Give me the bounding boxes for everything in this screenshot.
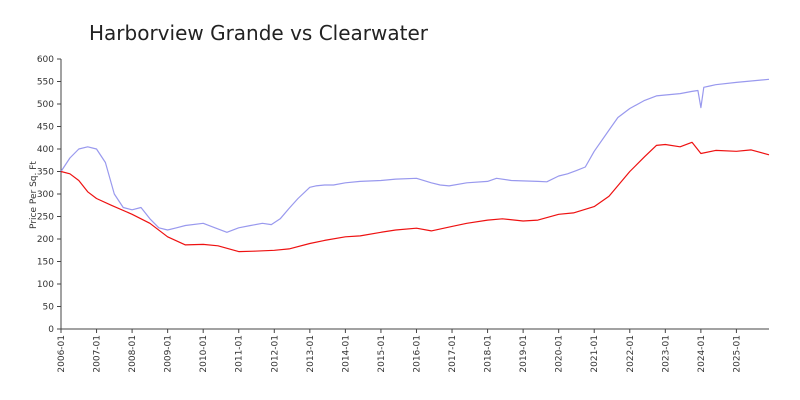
y-axis: 0 50 100 150 200 250 300 350 400 450 500 550 600 bbox=[37, 55, 62, 335]
y-tick-label: 500 bbox=[37, 100, 54, 110]
series-line-red bbox=[60, 141, 770, 253]
x-tick-label: 2024-01 bbox=[697, 335, 707, 373]
x-tick-label: 2013-01 bbox=[306, 335, 316, 373]
y-axis-label: Price Per Sq. Ft bbox=[29, 161, 39, 229]
y-tick-label: 250 bbox=[37, 213, 54, 223]
x-tick-label: 2007-01 bbox=[93, 335, 103, 373]
y-tick-label: 400 bbox=[37, 145, 54, 155]
x-tick-label: 2022-01 bbox=[626, 335, 636, 373]
x-tick-label: 2017-01 bbox=[448, 335, 458, 373]
y-tick-label: 550 bbox=[37, 78, 54, 88]
x-tick-label: 2021-01 bbox=[590, 335, 600, 373]
y-tick-label: 50 bbox=[43, 303, 55, 313]
series-line-blue bbox=[60, 78, 770, 233]
y-tick-label: 600 bbox=[37, 55, 54, 65]
x-tick-label: 2008-01 bbox=[128, 335, 138, 373]
x-tick-label: 2010-01 bbox=[199, 335, 209, 373]
x-tick-label: 2018-01 bbox=[484, 335, 494, 373]
x-tick-label: 2020-01 bbox=[555, 335, 565, 373]
y-tick-label: 350 bbox=[37, 168, 54, 178]
y-tick-label: 300 bbox=[37, 190, 54, 200]
x-axis: 2006-01 2007-01 2008-01 2009-01 2010-01 2011-… bbox=[57, 328, 769, 373]
y-tick-label: 100 bbox=[37, 280, 54, 290]
y-tick-label: 0 bbox=[48, 325, 54, 335]
x-tick-label: 2012-01 bbox=[270, 335, 280, 373]
x-tick-label: 2011-01 bbox=[235, 335, 245, 373]
x-tick-label: 2019-01 bbox=[519, 335, 529, 373]
x-tick-label: 2009-01 bbox=[164, 335, 174, 373]
x-tick-label: 2006-01 bbox=[57, 335, 67, 373]
x-tick-label: 2014-01 bbox=[341, 335, 351, 373]
y-tick-label: 150 bbox=[37, 258, 54, 268]
series-group bbox=[60, 78, 770, 253]
y-tick-label: 200 bbox=[37, 235, 54, 245]
x-tick-label: 2025-01 bbox=[732, 335, 742, 373]
x-tick-label: 2023-01 bbox=[661, 335, 671, 373]
x-tick-label: 2015-01 bbox=[377, 335, 387, 373]
chart-title: Harborview Grande vs Clearwater bbox=[89, 21, 429, 45]
y-tick-label: 450 bbox=[37, 123, 54, 133]
x-tick-label: 2016-01 bbox=[412, 335, 422, 373]
